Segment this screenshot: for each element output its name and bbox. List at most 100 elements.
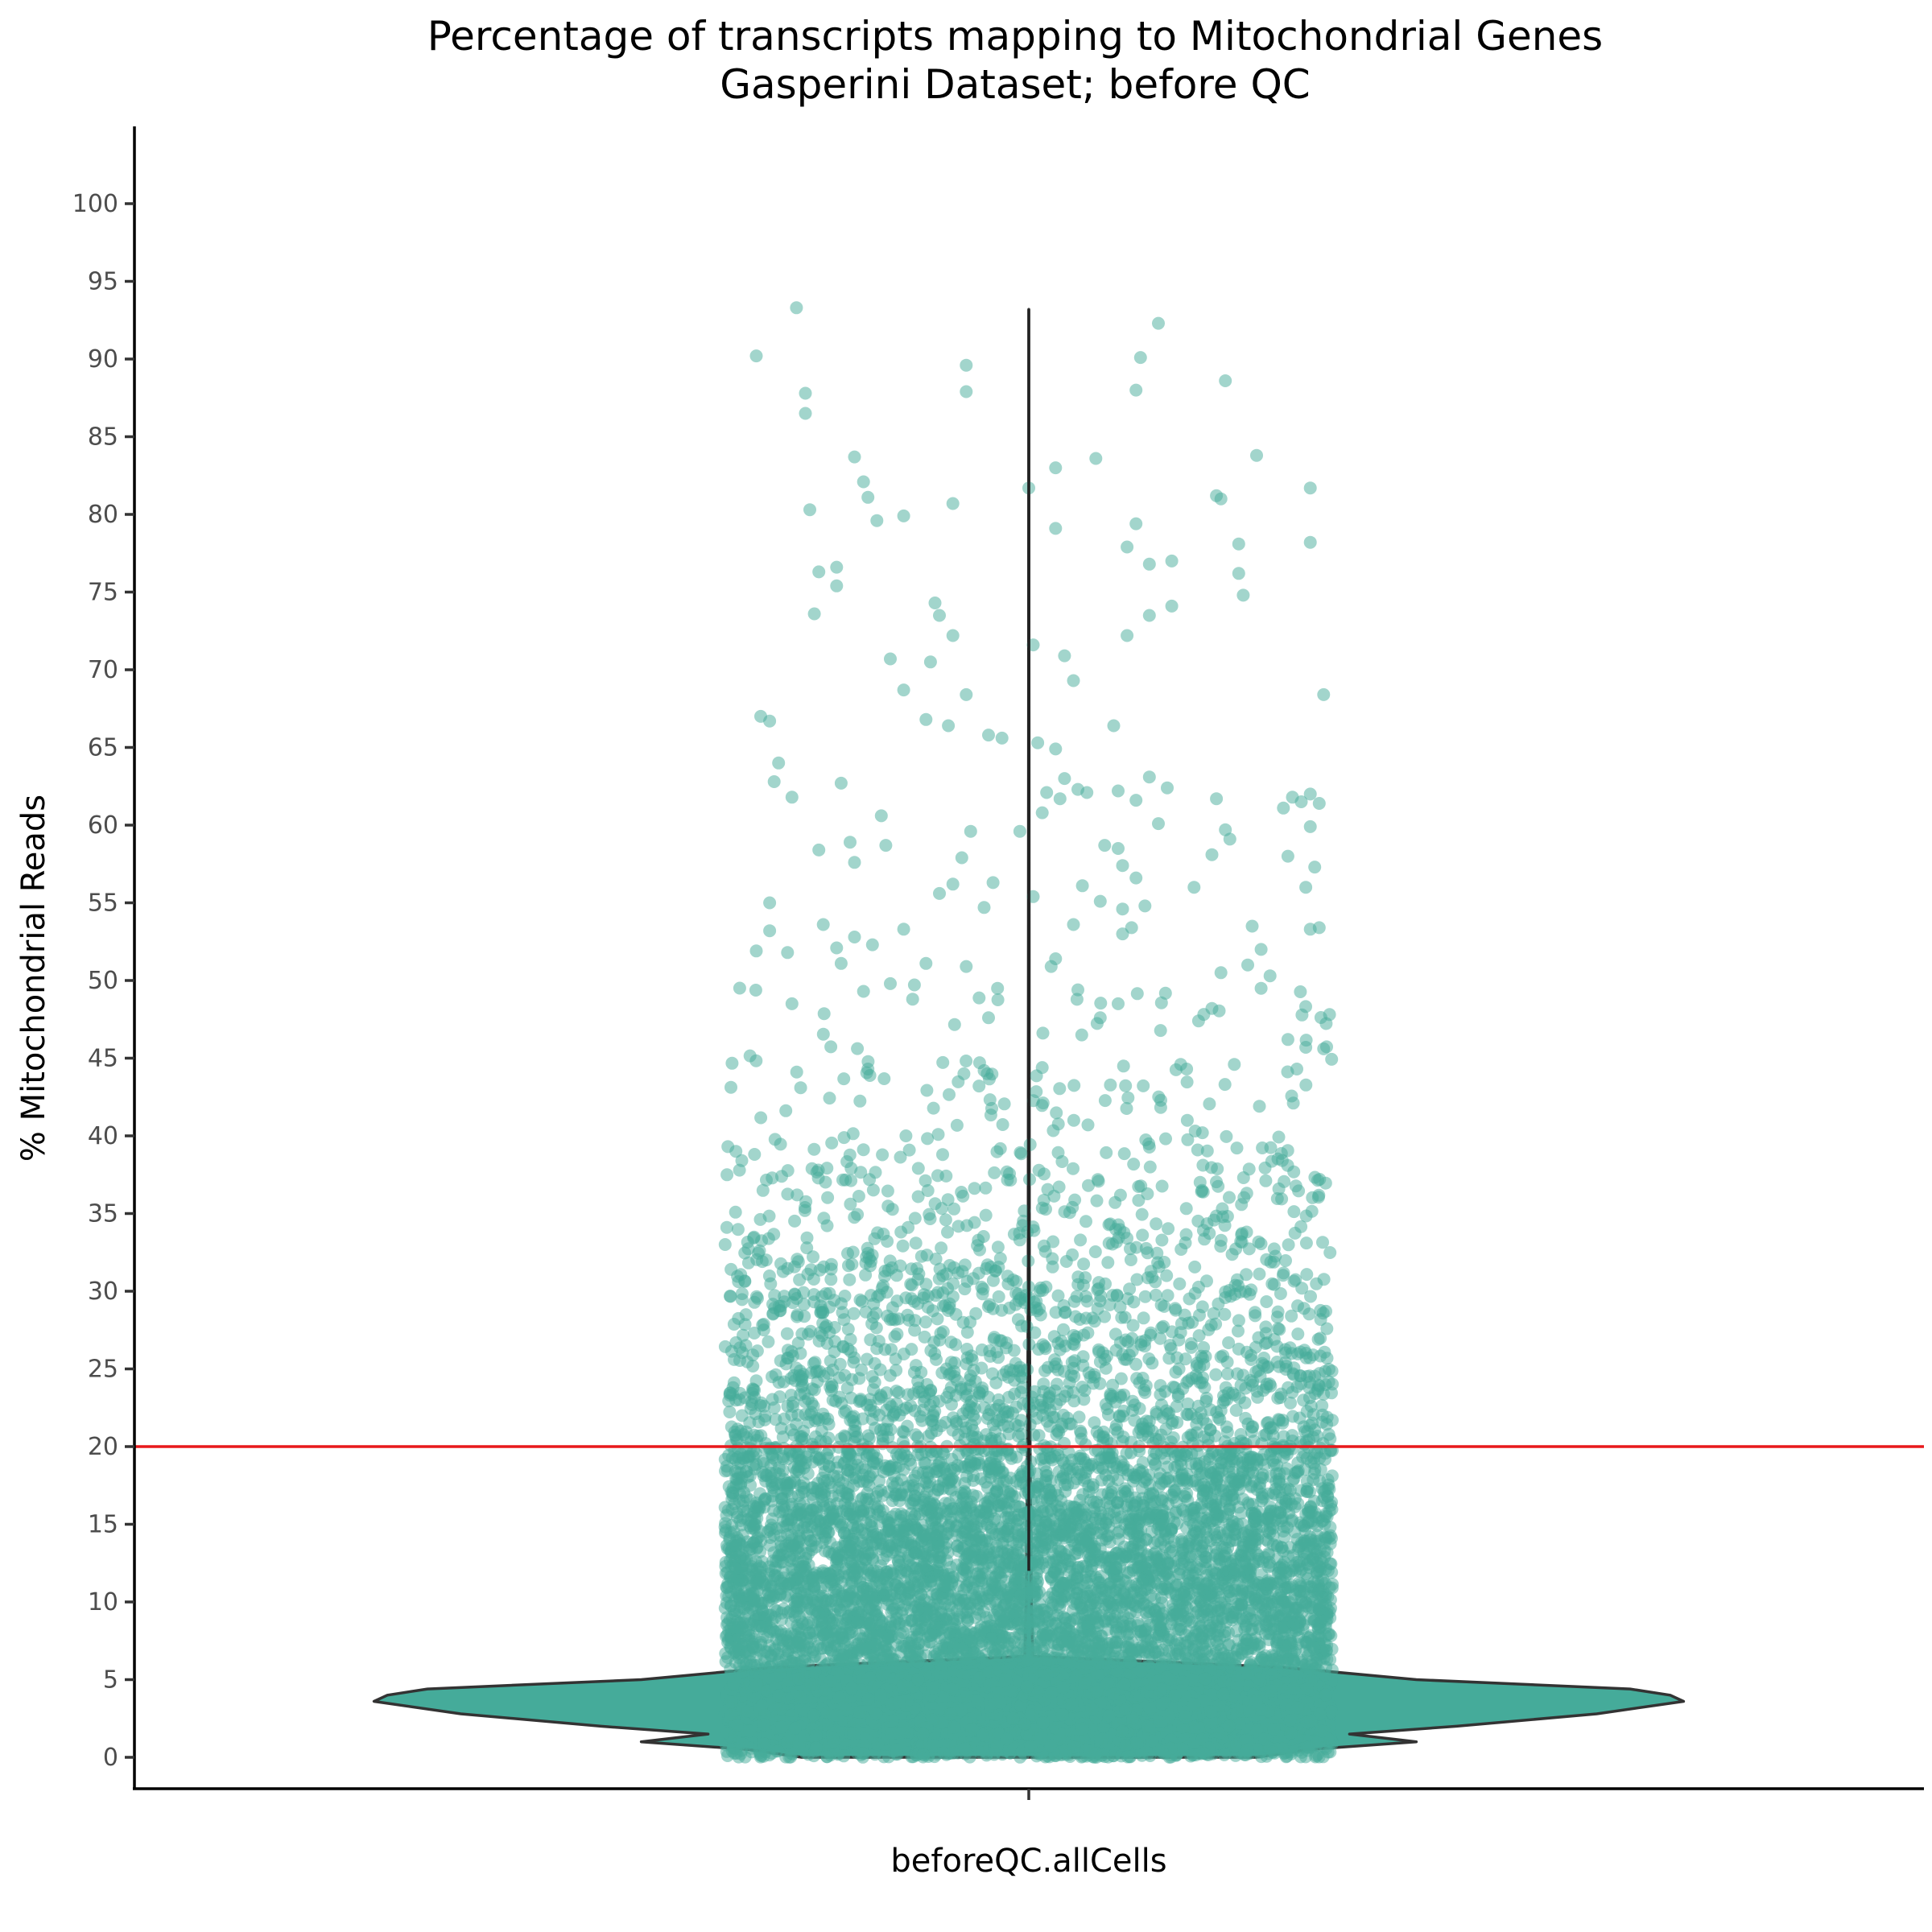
data-point [892, 1695, 906, 1709]
data-point [869, 1638, 882, 1652]
data-point [775, 1628, 788, 1641]
data-point [943, 1572, 956, 1586]
data-point [971, 1694, 984, 1707]
data-point [1144, 1678, 1158, 1691]
data-point [1067, 1649, 1080, 1662]
data-point [975, 1576, 989, 1590]
data-point [956, 1641, 969, 1655]
data-point [829, 1582, 843, 1596]
data-point [817, 1641, 831, 1655]
data-point [1102, 1646, 1116, 1660]
data-point [1000, 1732, 1013, 1746]
data-point [1124, 1656, 1137, 1670]
data-point [890, 1743, 903, 1757]
data-point [968, 1646, 982, 1660]
data-point [1197, 1747, 1211, 1761]
data-point [785, 1708, 799, 1722]
data-point [1212, 1699, 1226, 1712]
data-point [1319, 1688, 1332, 1702]
data-point [1119, 1703, 1133, 1716]
data-point [853, 1705, 867, 1719]
data-point [926, 1681, 939, 1695]
data-point [871, 1737, 885, 1751]
data-point [793, 1610, 806, 1624]
data-point [774, 1702, 787, 1715]
data-point [793, 1690, 807, 1704]
data-point [739, 1686, 753, 1699]
data-point [992, 1686, 1005, 1699]
data-point [1241, 1667, 1255, 1681]
data-point [809, 1729, 823, 1742]
data-point [844, 1576, 858, 1590]
data-point [1144, 1589, 1158, 1603]
data-point [749, 1678, 763, 1691]
data-point [724, 1586, 737, 1600]
data-point [827, 1735, 840, 1748]
data-point [764, 1579, 778, 1593]
data-point [1174, 1623, 1187, 1636]
data-point [792, 1672, 806, 1686]
data-point [1121, 1750, 1134, 1764]
data-point [810, 1741, 823, 1755]
data-point [1290, 1701, 1304, 1715]
data-point [1026, 1708, 1039, 1722]
data-point [727, 1677, 741, 1690]
data-point [775, 1720, 789, 1734]
data-point [1323, 1745, 1337, 1759]
data-point [1262, 1596, 1276, 1610]
data-point [730, 1719, 744, 1732]
data-point [1218, 1650, 1232, 1664]
data-point [724, 1695, 738, 1709]
data-point [1084, 1744, 1096, 1758]
data-point [1244, 1612, 1257, 1625]
data-point [1211, 1629, 1224, 1642]
data-point [1040, 1668, 1054, 1682]
data-point [792, 1637, 806, 1649]
data-point [789, 1721, 802, 1735]
data-point [911, 1655, 925, 1669]
data-point [1249, 1694, 1263, 1707]
data-point [1223, 1584, 1236, 1598]
data-point [1230, 1624, 1244, 1638]
data-point [874, 1688, 887, 1702]
data-point [1084, 1646, 1097, 1660]
data-point [772, 1689, 786, 1703]
data-point [836, 1649, 850, 1662]
data-point [927, 1739, 940, 1752]
data-point [782, 1577, 795, 1591]
data-point [937, 1746, 951, 1760]
data-point [1076, 1621, 1090, 1635]
data-point [842, 1591, 856, 1605]
data-point [1020, 1680, 1034, 1694]
data-point [1186, 1748, 1199, 1762]
data-point [824, 1674, 837, 1688]
data-point [1179, 1710, 1192, 1724]
data-point [1168, 1689, 1182, 1703]
data-point [1199, 1672, 1212, 1686]
data-point [1148, 1604, 1162, 1618]
data-point [1162, 1710, 1176, 1724]
data-point [804, 1678, 818, 1691]
data-point [924, 1629, 938, 1642]
data-point [869, 1707, 883, 1721]
data-point [807, 1708, 820, 1722]
data-point [1116, 1724, 1129, 1738]
data-point [1199, 1602, 1213, 1616]
data-point [1258, 1732, 1271, 1746]
data-point [1222, 1719, 1236, 1733]
data-point [1187, 1576, 1201, 1590]
chart-title: Percentage of transcripts mapping to Mit… [427, 13, 1603, 60]
y-axis-title: % Mitochondrial Reads [15, 795, 52, 1162]
data-point [792, 1740, 806, 1753]
data-point [869, 1592, 882, 1605]
data-point [1155, 1744, 1169, 1758]
data-point [850, 1746, 864, 1760]
data-point [1241, 1743, 1254, 1757]
data-point [832, 1691, 846, 1704]
data-point [945, 1682, 959, 1696]
data-point [774, 1667, 787, 1680]
data-point [1055, 1728, 1068, 1741]
data-point [1078, 1676, 1092, 1690]
data-point [1199, 1636, 1212, 1649]
